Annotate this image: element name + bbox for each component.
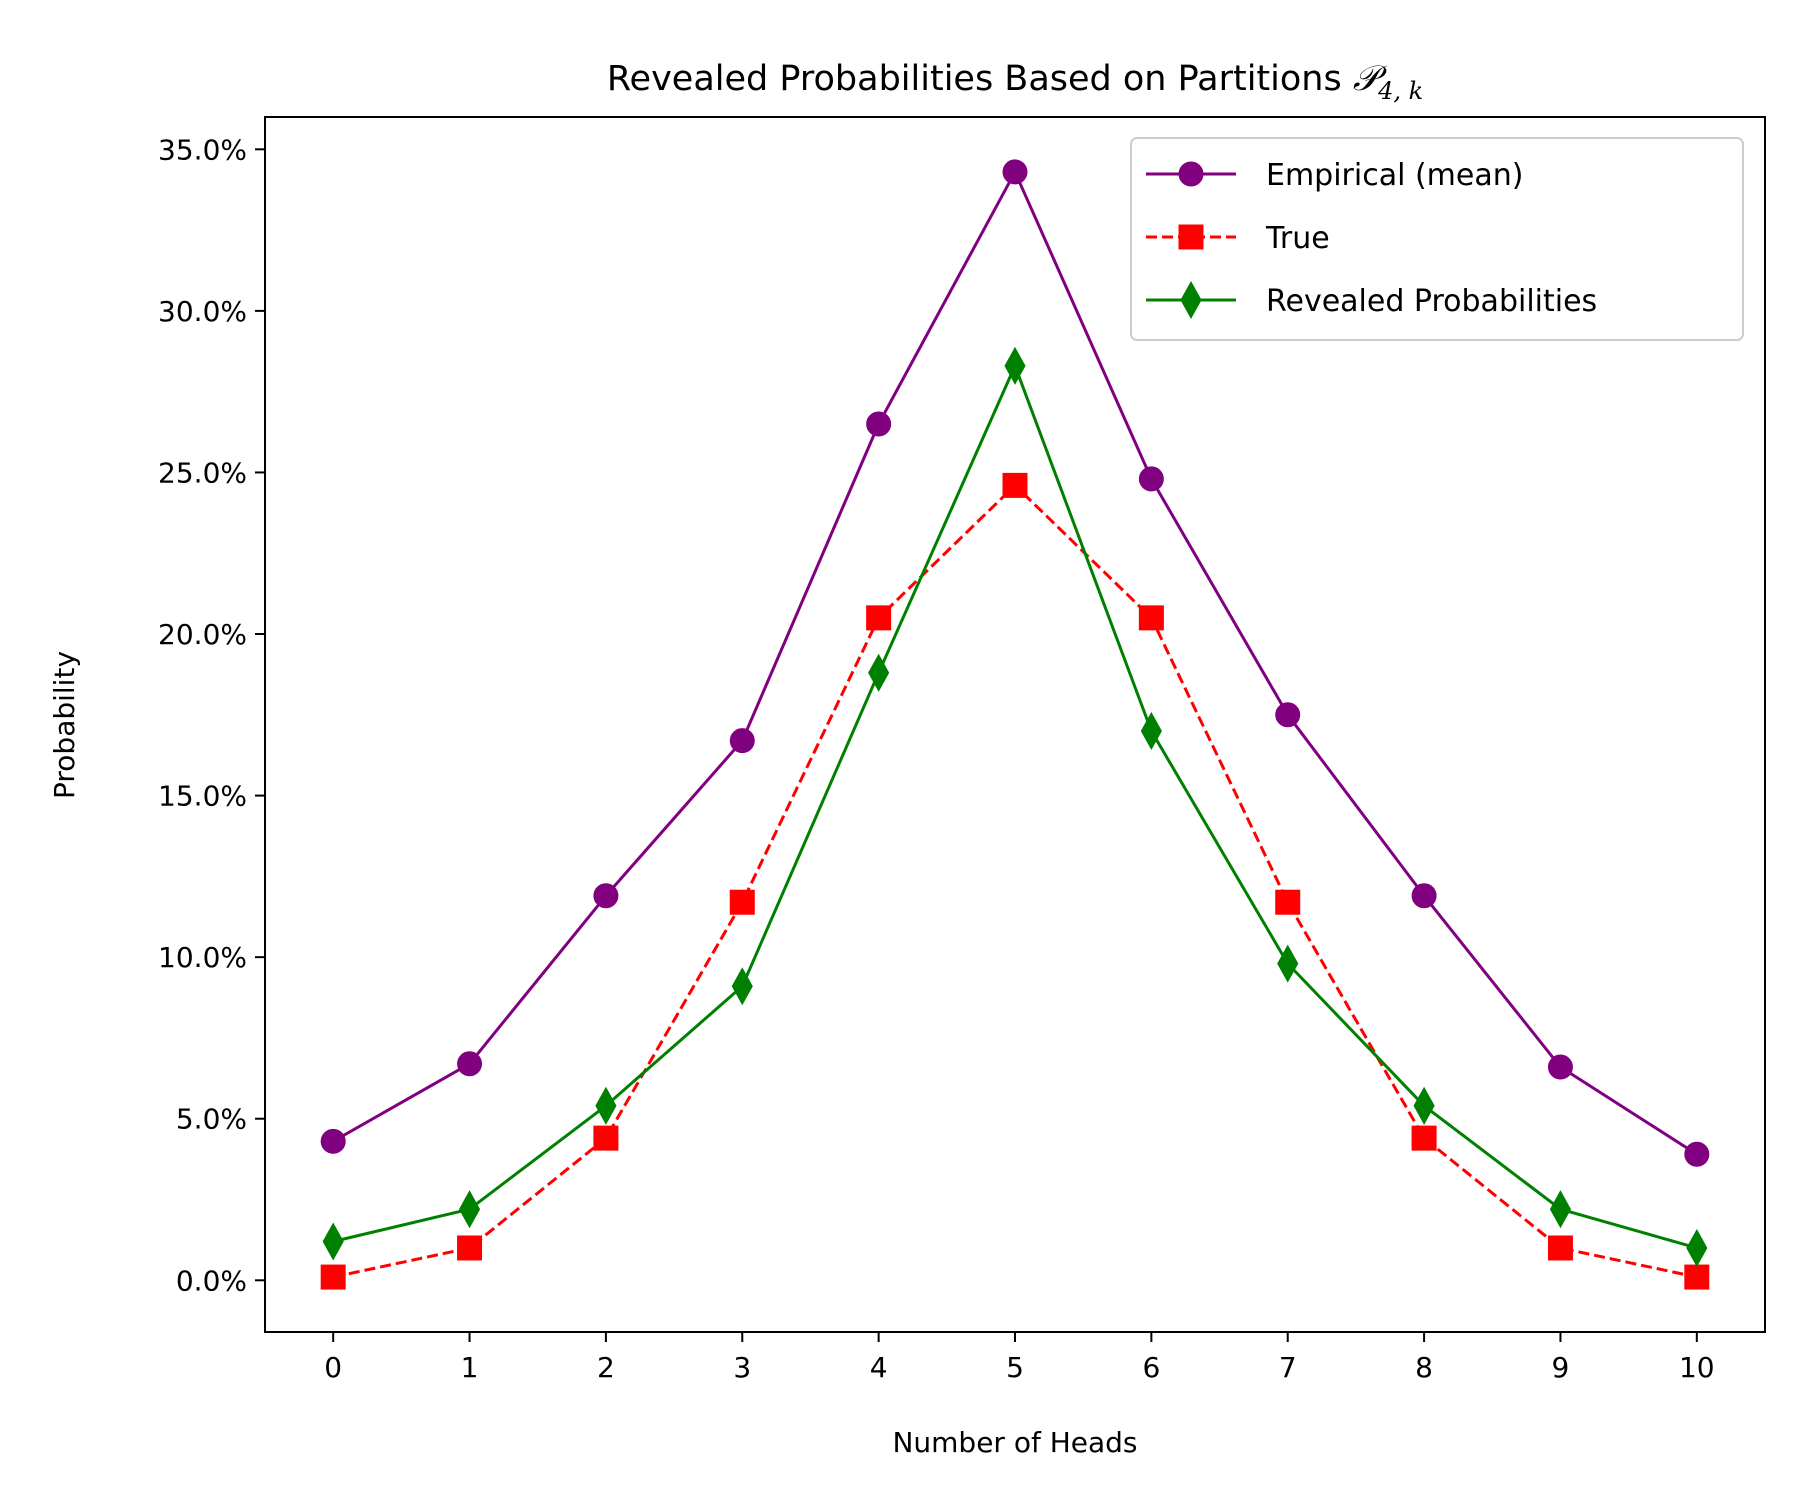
y-tick-label: 15.0%: [158, 780, 247, 813]
x-tick-label: 1: [461, 1351, 479, 1384]
x-tick-label: 7: [1279, 1351, 1297, 1384]
series-true: [320, 472, 1710, 1290]
data-point: [866, 411, 892, 437]
data-point: [458, 1190, 481, 1229]
y-tick-label: 25.0%: [158, 456, 247, 489]
legend-marker: [1178, 224, 1204, 250]
x-tick-label: 3: [733, 1351, 751, 1384]
y-axis-label: Probability: [48, 651, 81, 799]
x-tick-label: 10: [1679, 1351, 1715, 1384]
data-point: [1138, 605, 1164, 631]
legend: Empirical (mean) True Revealed Probabiliti…: [1130, 137, 1744, 341]
data-point: [1684, 1264, 1710, 1290]
legend-item: Empirical (mean): [1146, 158, 1523, 193]
data-point: [320, 1128, 346, 1154]
x-tick-label: 5: [1006, 1351, 1024, 1384]
data-point: [322, 1222, 344, 1261]
data-point: [457, 1051, 483, 1077]
data-point: [320, 1264, 346, 1290]
data-point: [866, 605, 892, 631]
y-tick-label: 5.0%: [176, 1103, 247, 1136]
data-point: [868, 653, 890, 692]
legend-item: Revealed Probabilities: [1146, 280, 1597, 320]
legend-marker: [1178, 161, 1204, 187]
x-tick-label: 9: [1552, 1351, 1570, 1384]
y-tick-label: 35.0%: [158, 133, 247, 166]
y-tick-label: 20.0%: [158, 618, 247, 651]
series-empirical-mean: [320, 159, 1710, 1167]
y-tick-label: 0.0%: [176, 1264, 247, 1297]
data-point: [1413, 1086, 1435, 1125]
data-point: [1686, 1228, 1708, 1268]
data-point: [729, 728, 755, 754]
series-revealed-probabilities: [322, 346, 1708, 1268]
data-point: [1004, 346, 1026, 385]
data-point: [457, 1235, 483, 1261]
x-tick-label: 4: [870, 1351, 888, 1384]
x-tick-label: 0: [324, 1351, 342, 1384]
legend-label: Empirical (mean): [1266, 158, 1523, 193]
data-point: [1275, 889, 1301, 915]
data-point: [1140, 711, 1162, 750]
y-tick-label: 30.0%: [158, 295, 247, 328]
y-tick-label: 10.0%: [158, 941, 247, 974]
data-point: [1411, 1125, 1437, 1151]
chart-title: Revealed Probabilities Based on Partitio…: [607, 59, 1423, 105]
data-point: [593, 883, 619, 909]
x-tick-label: 6: [1142, 1351, 1160, 1384]
data-point: [1411, 883, 1437, 909]
data-point: [731, 967, 753, 1006]
data-point: [1002, 159, 1028, 185]
data-point: [729, 889, 755, 915]
series-layer: [320, 159, 1710, 1290]
data-point: [595, 1086, 617, 1125]
legend-frame: [1130, 137, 1744, 341]
data-point: [1547, 1235, 1573, 1261]
data-point: [593, 1125, 619, 1151]
x-tick-label: 8: [1415, 1351, 1433, 1384]
data-point: [1275, 702, 1301, 728]
data-point: [1002, 472, 1028, 498]
legend-label: Revealed Probabilities: [1266, 284, 1597, 319]
data-point: [1138, 466, 1164, 492]
data-point: [1277, 944, 1299, 983]
data-point: [1684, 1141, 1710, 1167]
x-axis-label: Number of Heads: [892, 1426, 1137, 1459]
y-axis: 0.0% 5.0% 10.0% 15.0% 20.0% 25.0% 30.0% 35.0%: [158, 133, 265, 1297]
data-point: [1547, 1054, 1573, 1080]
legend-item: True: [1146, 221, 1330, 256]
x-axis: 0 1 2 3 4 5 6 7 8 9 10: [324, 1332, 1715, 1384]
data-point: [1549, 1190, 1572, 1229]
x-tick-label: 2: [597, 1351, 615, 1384]
legend-label: True: [1265, 221, 1330, 256]
legend-marker: [1180, 280, 1202, 320]
